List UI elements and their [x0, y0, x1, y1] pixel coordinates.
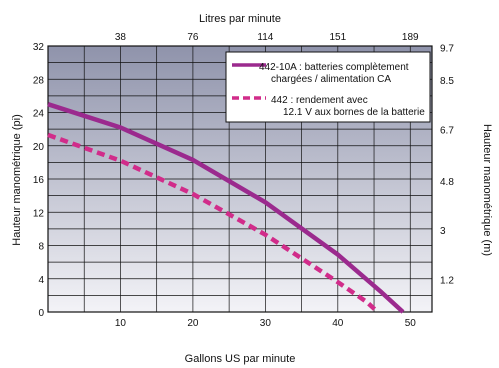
y-tick-label: 4: [38, 275, 44, 286]
series-line-2: [47, 132, 380, 314]
series-layer: [47, 102, 405, 314]
y2-tick-label: 9.7: [440, 43, 454, 54]
y2-axis-title: Hauteur manométrique (m): [481, 124, 493, 256]
axis-ticks: 10 20 30 40 50 38 76 114 151 189 0 4 8 12 16 20 24 28 32 1.…: [33, 32, 454, 329]
y2-tick-label: 6.7: [440, 125, 454, 136]
legend: 442-10A : batteries complètement chargée…: [225, 51, 431, 123]
x-tick-label: 40: [332, 318, 344, 329]
y-tick-label: 20: [33, 142, 45, 153]
y2-tick-label: 3: [440, 226, 446, 237]
x-axis-title: Gallons US par minute: [185, 353, 296, 365]
x2-tick-label: 114: [257, 32, 273, 43]
x2-axis-title: Litres par minute: [199, 13, 281, 25]
y2-tick-label: 4.8: [440, 177, 454, 188]
legend-label-series-1-line-2: chargées / alimentation CA: [271, 74, 391, 85]
x-tick-label: 20: [187, 318, 199, 329]
y-tick-label: 12: [33, 208, 45, 219]
legend-label-series-1-line-1: 442-10A : batteries complètement: [259, 62, 409, 73]
series-line-1: [47, 102, 405, 314]
legend-label-series-2-line-2: 12.1 V aux bornes de la batterie: [283, 107, 425, 118]
y-tick-label: 16: [33, 175, 45, 186]
y2-tick-label: 1.2: [440, 275, 454, 286]
y-tick-label: 8: [38, 242, 44, 253]
plot-border: [47, 45, 433, 313]
y-tick-label: 32: [33, 42, 45, 53]
y2-tick-label: 8.5: [440, 76, 454, 87]
y-tick-label: 24: [33, 109, 45, 120]
x-tick-label: 30: [260, 318, 272, 329]
x-tick-label: 50: [405, 318, 417, 329]
x2-tick-label: 38: [115, 32, 127, 43]
y-axis-title: Hauteur manométrique (pi): [11, 114, 23, 245]
x2-tick-label: 151: [329, 32, 346, 43]
legend-label-series-2-line-1: 442 : rendement avec: [271, 95, 368, 106]
x2-tick-label: 76: [187, 32, 199, 43]
x-tick-label: 10: [115, 318, 127, 329]
y-tick-label: 0: [38, 308, 44, 319]
y-tick-label: 28: [33, 75, 45, 86]
x2-tick-label: 189: [402, 32, 419, 43]
